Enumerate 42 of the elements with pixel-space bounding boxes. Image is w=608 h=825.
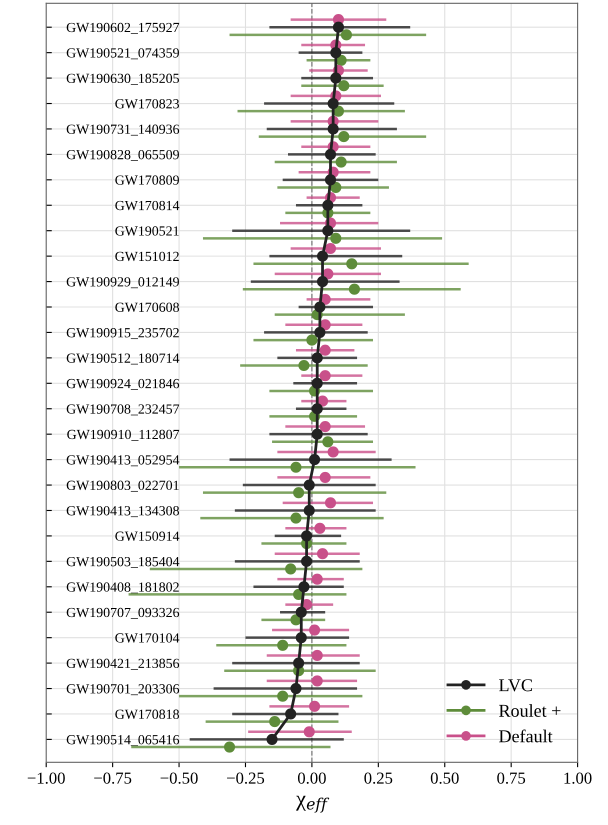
- y-tick-label: GW190708_232457: [66, 404, 180, 416]
- y-tick-label: GW190731_140936: [66, 124, 180, 136]
- legend-label: Default: [499, 729, 553, 742]
- y-tick-label: GW190924_021846: [66, 378, 180, 390]
- y-tick-label: GW190602_175927: [66, 22, 180, 34]
- y-tick-label: GW190929_012149: [66, 277, 179, 288]
- x-tick-label: 0.00: [298, 772, 326, 784]
- y-tick-label: GW190828_065509: [66, 150, 179, 161]
- y-tick-label: GW170818: [115, 710, 180, 719]
- y-tick-label: GW151012: [115, 252, 179, 262]
- x-tick-label: −0.50: [160, 772, 198, 784]
- y-tick-label: GW190803_022701: [66, 480, 179, 492]
- legend-label: LVC: [499, 679, 532, 692]
- y-tick-label: GW190701_203306: [66, 684, 180, 696]
- y-tick-label: GW150914: [115, 532, 180, 541]
- x-tick-label: 0.75: [497, 772, 526, 784]
- x-tick-label: −0.25: [227, 772, 264, 784]
- x-tick-label: 0.50: [430, 772, 459, 784]
- y-tick-label: GW170809: [115, 175, 179, 185]
- y-tick-label: GW190512_180714: [66, 353, 180, 364]
- y-tick-label: GW190421_213856: [66, 658, 180, 670]
- y-tick-label: GW190503_185404: [66, 556, 180, 568]
- x-tick-label: −1.00: [28, 772, 65, 784]
- y-tick-label: GW190521: [115, 226, 179, 236]
- y-tick-label: GW190630_185205: [66, 74, 179, 85]
- y-tick-label: GW190413_052954: [66, 455, 180, 466]
- y-tick-label: GW190707_093326: [66, 608, 180, 619]
- y-tick-label: GW190408_181802: [66, 582, 179, 594]
- y-tick-label: GW190514_065416: [66, 734, 180, 746]
- x-tick-label: 1.00: [564, 772, 592, 784]
- y-tick-label: GW170814: [115, 200, 180, 210]
- legend-label: Roulet +: [499, 704, 560, 717]
- y-tick-label: GW190521_074359: [66, 48, 179, 60]
- y-tick-label: GW170104: [115, 633, 180, 643]
- y-tick-label: GW190413_134308: [66, 506, 180, 518]
- y-tick-label: GW170823: [115, 99, 179, 109]
- x-axis-title: χ$_{eff}$: [296, 796, 330, 813]
- y-tick-label: GW190910_112807: [67, 430, 180, 441]
- y-tick-label: GW190915_235702: [66, 328, 179, 340]
- x-tick-label: 0.25: [364, 772, 392, 784]
- y-tick-label: GW170608: [115, 302, 180, 312]
- x-tick-label: −0.75: [94, 772, 132, 784]
